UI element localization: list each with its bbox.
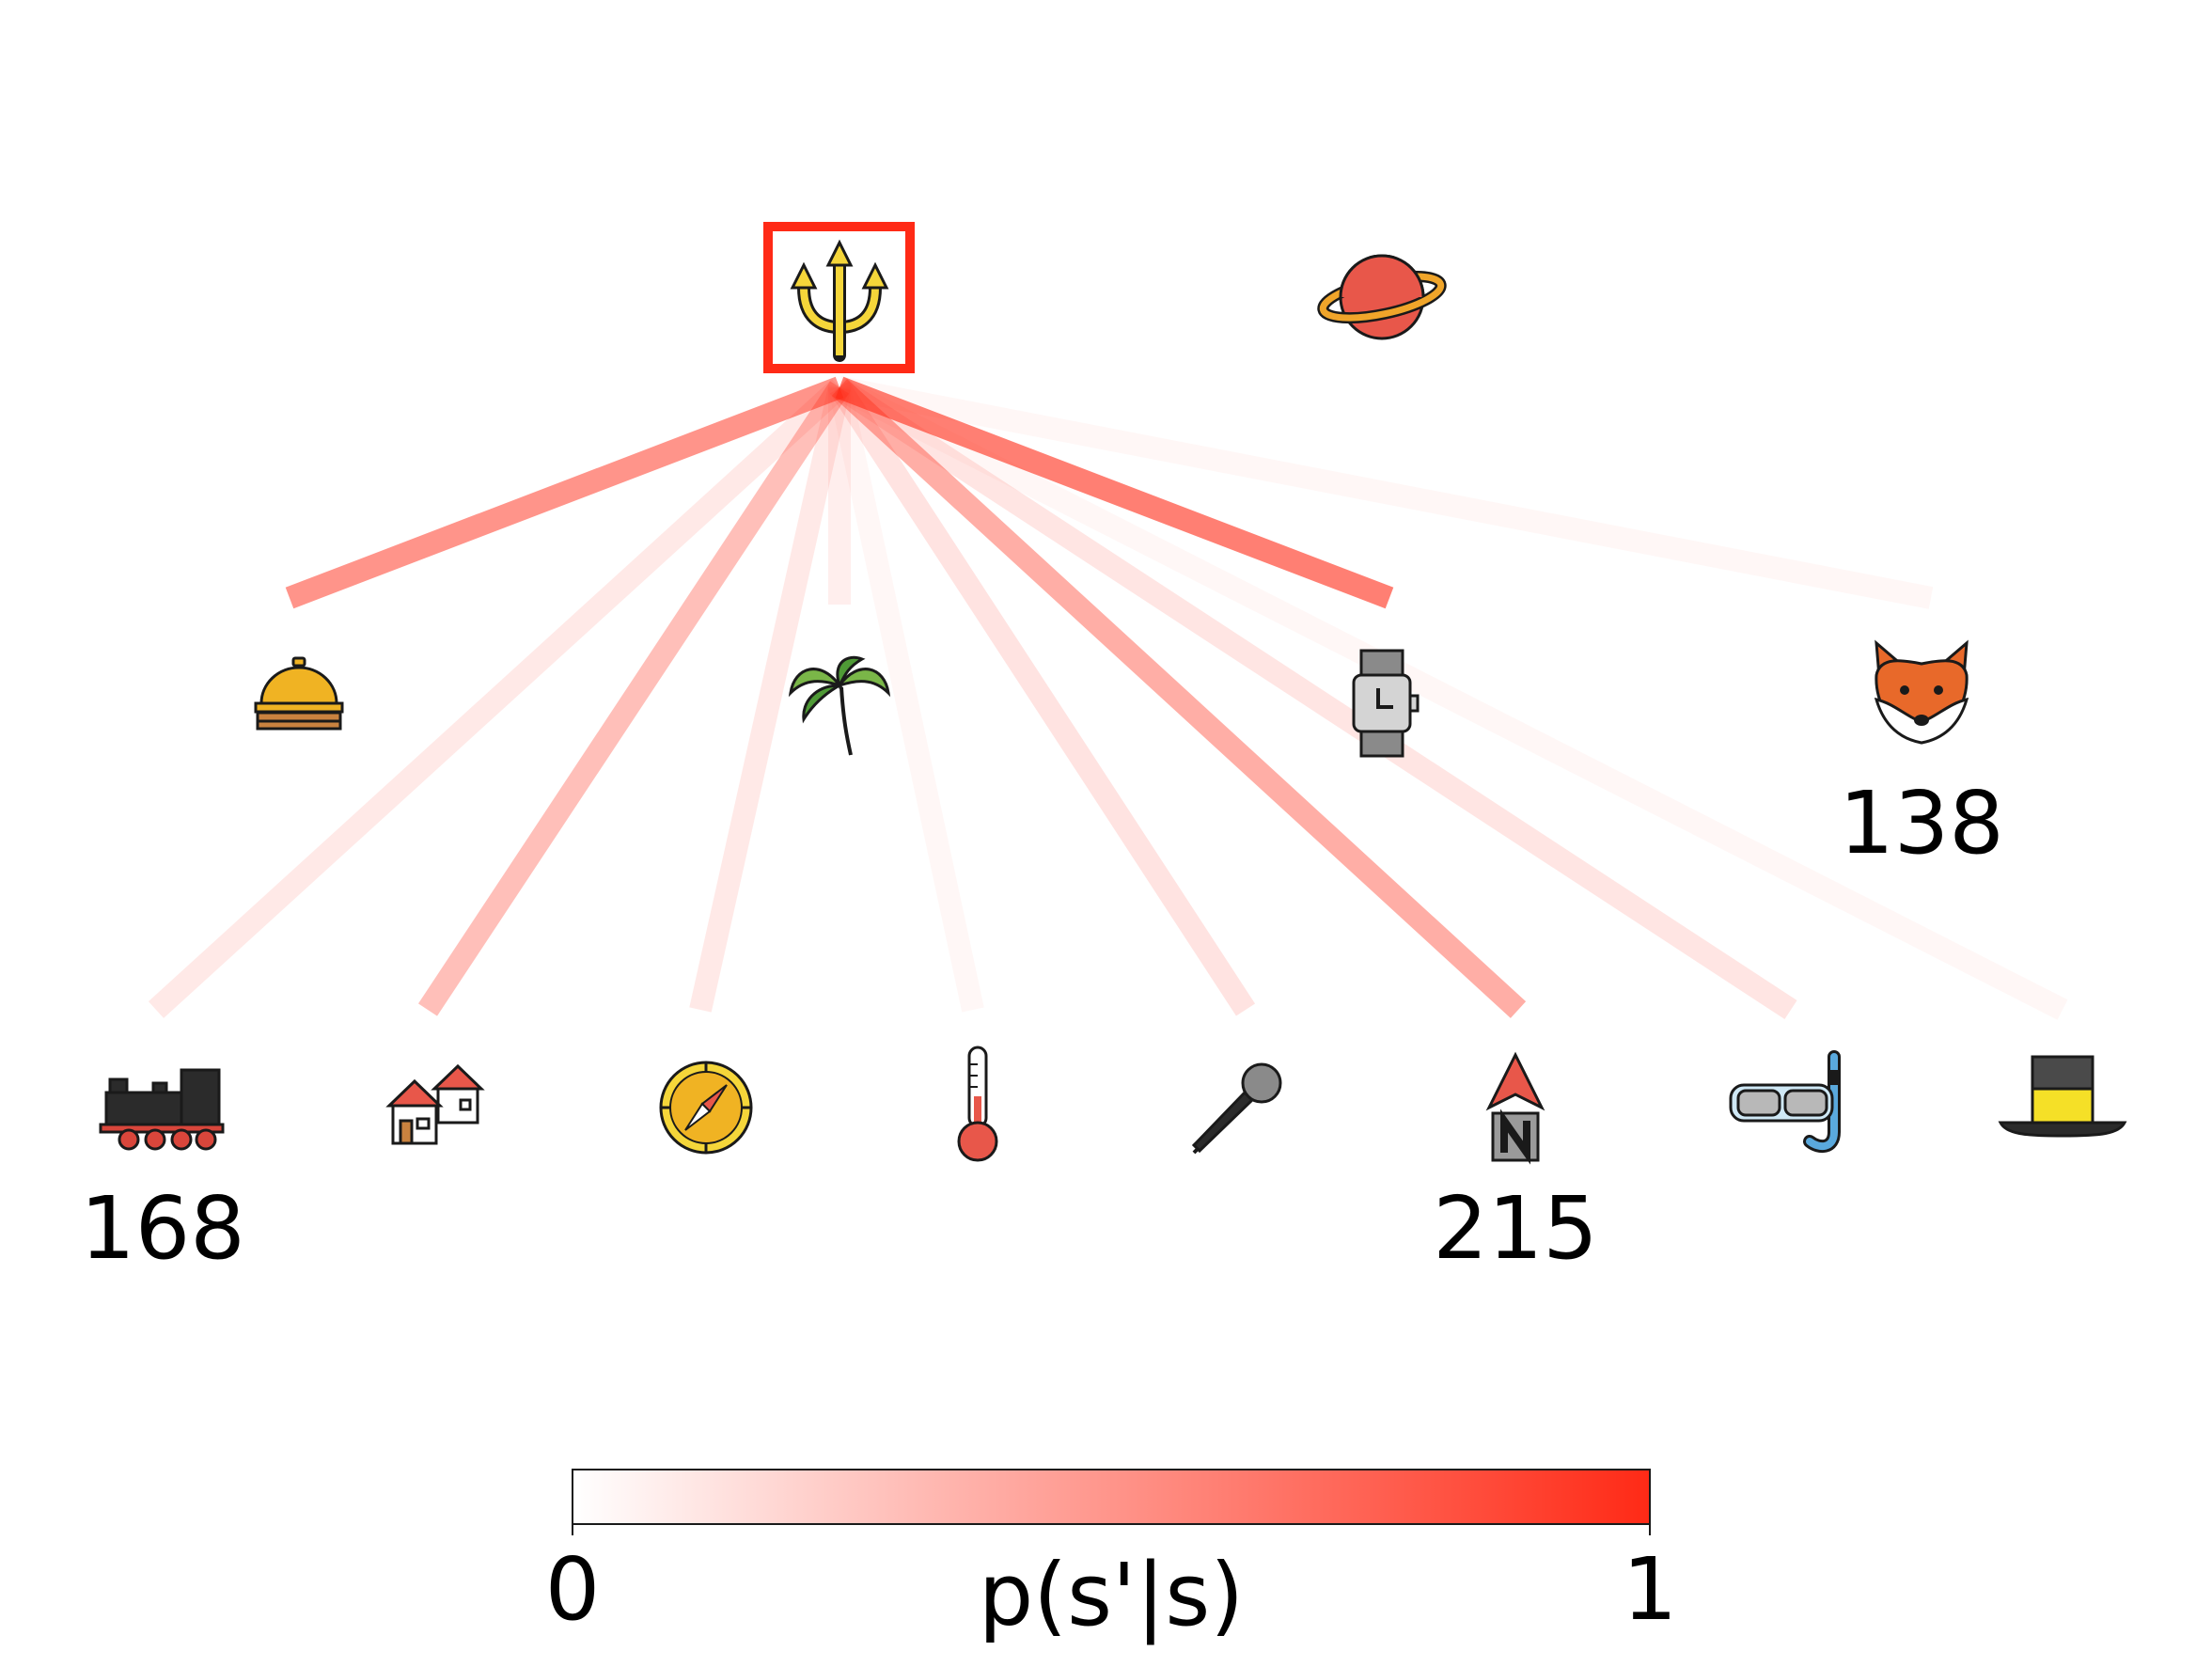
transition-edges <box>148 376 2068 1020</box>
edge-to-fox <box>837 376 1934 609</box>
colorbar-title: p(s'|s) <box>979 1545 1244 1645</box>
edge-to-houses <box>417 381 850 1016</box>
colorbar-min-label: 0 <box>545 1539 601 1640</box>
trident-icon <box>790 239 889 362</box>
microphone-icon <box>1191 1062 1282 1155</box>
service-bell-icon <box>254 656 344 731</box>
ringed-planet-icon <box>1317 254 1447 340</box>
edge-to-watch <box>835 376 1394 609</box>
edge-to-train <box>148 379 848 1018</box>
compass-icon <box>659 1061 753 1155</box>
edge-to-microphone <box>829 381 1256 1016</box>
locomotive-count-label: 168 <box>80 1178 245 1279</box>
top-hat-icon <box>1998 1055 2127 1138</box>
edge-to-north <box>831 379 1527 1018</box>
wristwatch-icon <box>1352 649 1420 758</box>
north-arrow-icon <box>1485 1051 1545 1165</box>
fox-count-label: 138 <box>1839 773 2004 873</box>
edge-to-thermometer <box>828 385 984 1013</box>
colorbar-max-label: 1 <box>1623 1539 1678 1640</box>
snorkel-mask-icon <box>1729 1050 1841 1154</box>
current-state-highlight <box>763 222 915 373</box>
locomotive-icon <box>99 1068 225 1151</box>
edge-to-snorkel <box>833 377 1797 1020</box>
houses-icon <box>385 1063 485 1145</box>
thermometer-icon <box>957 1046 998 1162</box>
colorbar: 0 1 p(s'|s) <box>545 1469 1678 1645</box>
palm-tree-icon <box>788 655 891 756</box>
fox-face-icon <box>1874 639 1969 745</box>
edge-to-compass <box>689 385 851 1013</box>
edge-to-bell <box>285 376 844 609</box>
colorbar-gradient <box>572 1469 1651 1525</box>
edge-to-tophat <box>834 377 2068 1020</box>
north-count-label: 215 <box>1433 1178 1598 1279</box>
